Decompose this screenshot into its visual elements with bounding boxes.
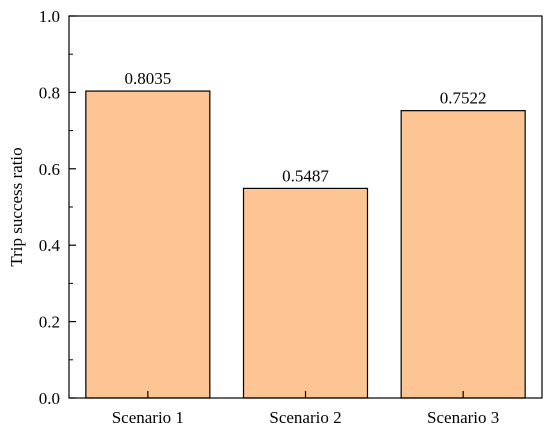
bar-value-label: 0.8035 (124, 69, 171, 88)
x-tick-label: Scenario 2 (269, 408, 341, 427)
bar-2 (242, 187, 369, 399)
y-tick-label: 0.4 (39, 236, 61, 255)
labels-layer: 0.0 0.2 0.4 0.6 0.8 1.0 0.8035 Scenario 1 0.5487… (39, 7, 500, 427)
y-tick-label: 0.0 (39, 389, 60, 408)
bar-3 (400, 110, 526, 399)
y-tick-label: 0.6 (39, 160, 60, 179)
x-tick-label: Scenario 1 (112, 408, 184, 427)
x-tick-label: Scenario 3 (427, 408, 499, 427)
y-tick-label: 0.8 (39, 83, 60, 102)
bars-layer (85, 90, 526, 399)
y-tick-label: 0.2 (39, 313, 60, 332)
y-axis-label: Trip success ratio (7, 147, 26, 266)
ticks-layer (69, 15, 464, 399)
bar-value-label: 0.5487 (282, 166, 329, 185)
y-tick-label: 1.0 (39, 7, 60, 26)
bar-value-label: 0.7522 (440, 89, 487, 108)
bar-1 (85, 90, 211, 399)
